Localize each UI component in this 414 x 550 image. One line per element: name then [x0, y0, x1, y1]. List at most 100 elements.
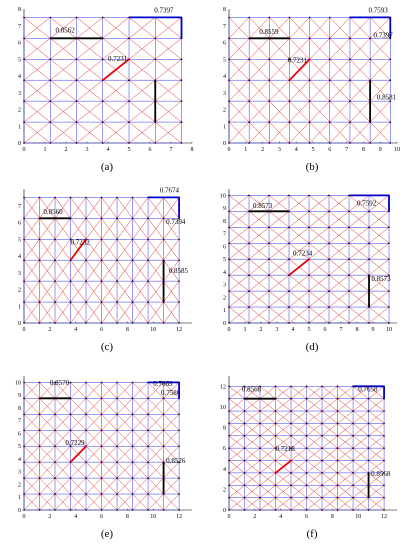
y-tick-label: 8: [18, 7, 21, 13]
diagonal-member: [70, 382, 87, 399]
diagonal-member: [39, 197, 56, 219]
node: [228, 459, 230, 462]
diagonal-member: [289, 17, 310, 39]
node: [180, 142, 183, 144]
diagonal-member: [23, 197, 40, 219]
node: [288, 290, 290, 292]
diagonal-member: [23, 446, 40, 463]
node: [367, 422, 370, 425]
diagonal-member: [248, 80, 270, 102]
y-tick-label: 0: [18, 508, 21, 514]
y-tick-label: 6: [223, 41, 226, 47]
diagonal-member: [368, 435, 385, 449]
node: [290, 472, 292, 474]
diagonal-member: [352, 497, 369, 511]
node: [259, 447, 261, 449]
node: [101, 142, 104, 144]
node: [349, 58, 351, 61]
node: [228, 322, 230, 324]
annotation: 0.8570: [50, 379, 70, 387]
diagonal-member: [228, 211, 250, 228]
node: [178, 509, 180, 511]
diagonal-member: [248, 290, 270, 308]
diagonal-member: [268, 258, 290, 276]
diagonal-member: [268, 306, 290, 324]
node: [178, 301, 180, 303]
diagonal-member: [275, 472, 292, 486]
diagonal-member: [308, 290, 330, 308]
node: [54, 477, 56, 479]
diagonal-member: [23, 430, 40, 447]
node: [243, 434, 246, 437]
node: [228, 142, 230, 144]
x-tick-label: 0: [23, 147, 26, 153]
diagonal-member: [54, 414, 71, 431]
diagonal-member: [248, 274, 270, 292]
node: [288, 306, 290, 308]
diagonal-member: [244, 472, 261, 486]
node: [274, 434, 277, 437]
diagonal-member: [248, 17, 270, 39]
diagonal-member: [85, 280, 102, 303]
diagonal-member: [352, 398, 369, 412]
node: [274, 385, 277, 388]
diagonal-member: [288, 306, 310, 324]
node: [388, 242, 390, 245]
node: [147, 280, 149, 282]
diagonal-member: [147, 477, 164, 495]
node: [308, 37, 311, 40]
diagonal-member: [328, 211, 350, 228]
diagonal-member: [289, 100, 310, 123]
y-tick-label: 10: [220, 193, 226, 199]
node: [305, 422, 308, 425]
diagonal-member: [248, 211, 270, 228]
node: [348, 274, 350, 276]
diagonal-member: [352, 447, 369, 461]
diagonal-member: [70, 260, 87, 282]
node: [248, 306, 250, 308]
node: [308, 210, 310, 213]
node: [49, 100, 52, 102]
panel-label: (e): [101, 528, 114, 540]
node: [228, 58, 230, 61]
node: [248, 58, 250, 61]
diagonal-member: [290, 435, 307, 449]
y-tick-label: 8: [223, 219, 226, 225]
node: [23, 322, 25, 324]
diagonal-member: [39, 477, 56, 495]
diagonal-member: [54, 493, 71, 511]
node: [69, 238, 72, 241]
diagonal-member: [244, 460, 261, 474]
node: [248, 322, 250, 324]
node: [69, 322, 72, 324]
node: [49, 16, 52, 19]
diagonal-member: [39, 446, 56, 463]
panel-label: (d): [306, 341, 319, 353]
diagonal-member: [275, 497, 292, 511]
diagonal-member: [228, 100, 250, 123]
y-tick-label: 1: [18, 124, 21, 130]
node: [248, 274, 250, 276]
node: [23, 37, 25, 40]
node: [328, 306, 330, 308]
diagonal-member: [308, 243, 330, 260]
node: [100, 322, 103, 324]
node: [328, 226, 330, 229]
diagonal-member: [147, 239, 164, 261]
diagonal-member: [54, 430, 71, 447]
diagonal-member: [228, 17, 250, 39]
diagonal-member: [163, 260, 180, 282]
node: [178, 445, 180, 447]
node: [352, 484, 354, 487]
diagonal-member: [269, 100, 290, 123]
node: [248, 194, 250, 197]
diagonal-member: [329, 17, 351, 39]
node: [54, 238, 56, 241]
node: [288, 142, 291, 144]
diagonal-member: [163, 477, 180, 495]
node: [85, 429, 87, 432]
annotation: 0.7397: [373, 31, 393, 39]
diagonal-member: [39, 414, 56, 431]
node: [321, 410, 323, 412]
diagonal-member: [101, 382, 118, 399]
